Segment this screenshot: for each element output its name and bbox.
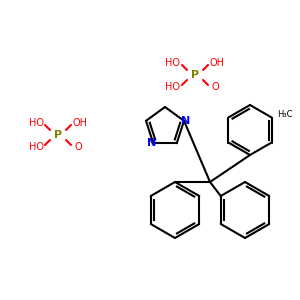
Text: O: O <box>211 82 219 92</box>
Text: P: P <box>191 70 199 80</box>
Text: OH: OH <box>73 118 88 128</box>
Text: OH: OH <box>209 58 224 68</box>
Text: N: N <box>147 138 156 148</box>
Text: HO: HO <box>28 142 44 152</box>
Text: HO: HO <box>166 82 181 92</box>
Text: O: O <box>74 142 82 152</box>
Text: P: P <box>54 130 62 140</box>
Text: HO: HO <box>28 118 44 128</box>
Text: N: N <box>182 116 190 126</box>
Text: HO: HO <box>166 58 181 68</box>
Text: H₃C: H₃C <box>277 110 292 119</box>
